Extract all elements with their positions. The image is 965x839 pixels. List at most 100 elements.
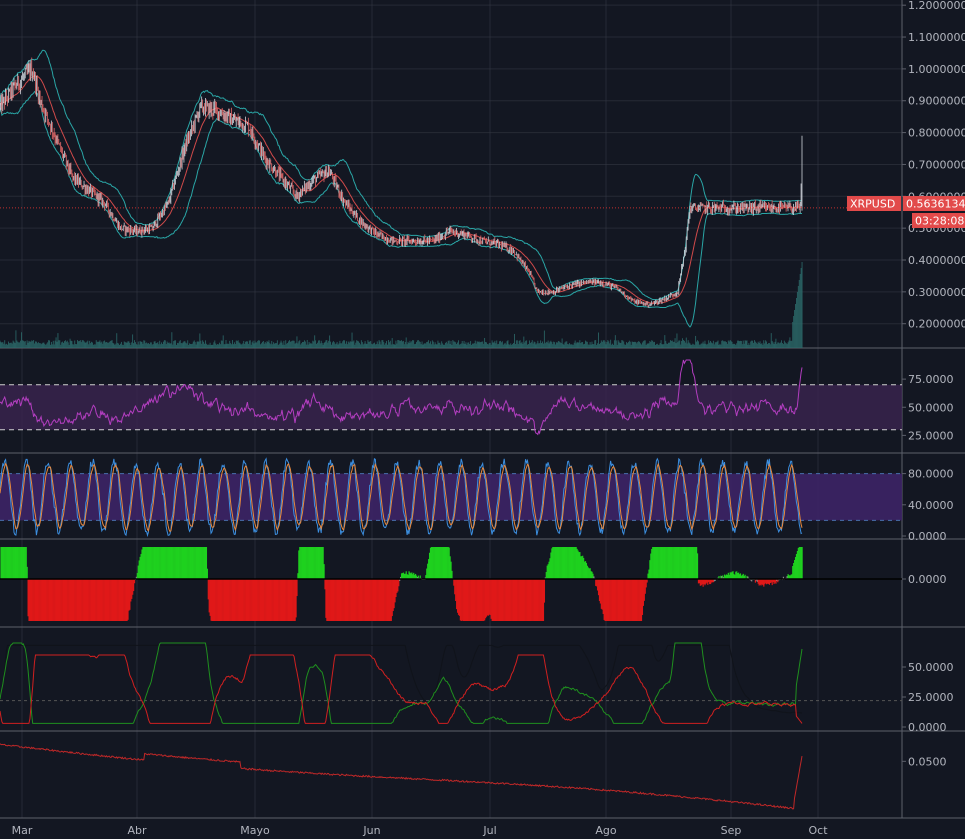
volume-bar [110, 340, 112, 348]
volume-bar [346, 344, 348, 348]
volume-bar [159, 340, 161, 348]
volume-bar [176, 342, 178, 348]
volume-bar [452, 340, 454, 348]
histogram-bar [611, 579, 613, 621]
volume-bar [209, 342, 211, 348]
volume-bar [722, 340, 724, 348]
volume-bar [224, 344, 226, 348]
time-axis-label: Abr [127, 824, 147, 837]
volume-bar [647, 343, 649, 348]
volume-bar [648, 343, 650, 348]
histogram-bar [628, 579, 630, 621]
volume-bar [800, 268, 802, 348]
volume-bar [275, 343, 276, 348]
volume-bar [80, 342, 82, 348]
volume-bar [678, 340, 680, 348]
volume-bar [18, 342, 20, 348]
volume-bar [564, 342, 566, 348]
histogram-bar [470, 579, 473, 621]
volume-bar [222, 335, 224, 348]
volume-bar [577, 342, 579, 348]
volume-bar [514, 333, 515, 348]
histogram-bar [7, 547, 10, 579]
histogram-bar [247, 579, 250, 621]
histogram-bar [346, 579, 349, 621]
histogram-bar [63, 579, 66, 621]
volume-bar [192, 341, 194, 348]
histogram-bar [70, 579, 72, 621]
histogram-bar [543, 579, 546, 603]
volume-bar [244, 343, 246, 348]
volume-bar [215, 343, 217, 348]
volume-bar [554, 342, 556, 348]
volume-bar [490, 344, 492, 348]
histogram-bar [340, 579, 342, 621]
rsi-tick-label: 50.0000 [908, 401, 954, 414]
volume-bar [756, 343, 758, 348]
volume-bar [443, 344, 444, 348]
histogram-bar [674, 547, 676, 579]
histogram-bar [299, 547, 301, 579]
histogram-bar [35, 579, 38, 621]
histogram-bar [295, 579, 297, 618]
histogram-bar [696, 553, 699, 579]
volume-bar [325, 340, 327, 348]
volume-bar [539, 343, 541, 348]
histogram-bar [87, 579, 89, 621]
volume-bar [71, 341, 73, 348]
volume-bar [738, 340, 740, 348]
volume-bar [458, 344, 460, 348]
histogram-bar [363, 579, 365, 621]
histogram-bar [181, 547, 183, 579]
volume-bar [251, 342, 253, 348]
volume-bar [22, 340, 23, 348]
volume-bar [144, 340, 146, 348]
volume-bar [109, 341, 111, 348]
histogram-bar [119, 579, 122, 621]
volume-bar [694, 344, 696, 348]
histogram-bar [618, 579, 620, 621]
histogram-bar [693, 547, 695, 579]
histogram-bar [527, 579, 530, 621]
volume-bar [302, 341, 304, 348]
volume-bar [213, 342, 215, 348]
volume-bar [789, 337, 791, 348]
symbol-tag: XRPUSD [847, 196, 901, 211]
histogram-bar [389, 579, 391, 621]
histogram-bar [350, 579, 352, 621]
histogram-bar [206, 568, 208, 579]
histogram-bar [637, 579, 639, 621]
volume-bar [55, 337, 57, 348]
volume-bar [748, 343, 750, 348]
histogram-bar [608, 579, 610, 621]
histogram-bar [661, 547, 663, 579]
volume-bar [788, 340, 790, 348]
volume-bar [759, 341, 761, 348]
volume-bar [589, 342, 591, 348]
volume-bar [778, 342, 780, 348]
volume-bar [720, 344, 722, 348]
histogram-bar [788, 575, 790, 579]
histogram-bar [431, 547, 433, 579]
volume-bar [437, 340, 439, 348]
histogram-bar [414, 574, 416, 579]
histogram-bar [394, 579, 396, 603]
volume-bar [638, 341, 640, 348]
histogram-bar [197, 547, 199, 579]
histogram-bar [759, 579, 761, 585]
volume-bar [393, 343, 395, 348]
histogram-bar [22, 547, 25, 579]
histogram-bar [643, 579, 645, 601]
volume-bar [673, 341, 675, 348]
histogram-bar [495, 579, 497, 621]
volume-bar [434, 342, 436, 348]
volume-bar [468, 342, 470, 348]
volume-bar [84, 342, 86, 348]
histogram-bar [384, 579, 386, 621]
histogram-bar [139, 556, 141, 579]
price-tick-label: 0.7000000 [908, 158, 965, 171]
histogram-bar [162, 547, 165, 579]
volume-bar [204, 343, 205, 348]
histogram-bar [486, 579, 489, 616]
volume-bar [436, 344, 438, 348]
